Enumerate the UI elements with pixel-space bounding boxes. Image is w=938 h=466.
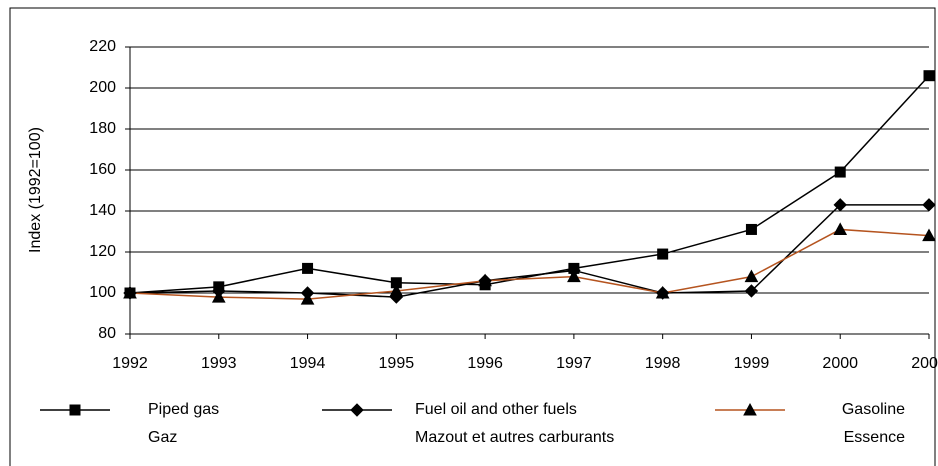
series-line	[129, 75, 930, 294]
marker	[922, 228, 936, 242]
frame	[9, 7, 936, 466]
y-tick-label: 100	[89, 284, 116, 301]
marker	[655, 285, 670, 299]
marker	[567, 269, 581, 283]
marker	[833, 198, 847, 212]
y-tick-label: 180	[89, 120, 116, 137]
legend-label-fr: Mazout et autres carburants	[415, 429, 614, 446]
x-tick-label: 1993	[201, 355, 237, 372]
x-tick-label: 1992	[112, 355, 148, 372]
legend-label: Piped gas	[148, 401, 219, 418]
legend-label-fr: Essence	[844, 429, 905, 446]
x-tick-label: 1995	[379, 355, 415, 372]
y-tick-label: 120	[89, 243, 116, 260]
y-tick-label: 160	[89, 161, 116, 178]
marker	[744, 284, 759, 298]
x-tick-label: 2001	[911, 355, 938, 372]
marker	[69, 404, 81, 416]
marker	[745, 223, 757, 235]
y-axis-label: Index (1992=100)	[27, 127, 44, 253]
marker	[302, 262, 314, 274]
marker	[833, 222, 848, 235]
x-tick-label: 1999	[734, 355, 770, 372]
marker	[300, 292, 315, 305]
x-tick-label: 1994	[290, 355, 326, 372]
x-tick-label: 1996	[467, 355, 503, 372]
series-line	[129, 228, 930, 300]
x-tick-label: 2000	[822, 355, 858, 372]
marker	[350, 403, 364, 417]
legend-label-fr: Gaz	[148, 429, 177, 446]
marker	[657, 248, 669, 260]
legend-label: Fuel oil and other fuels	[415, 401, 577, 418]
y-tick-label: 200	[89, 79, 116, 96]
x-tick-label: 1998	[645, 355, 681, 372]
y-tick-label: 220	[89, 38, 116, 55]
series-line	[129, 204, 929, 298]
marker	[743, 402, 757, 416]
x-tick-label: 1997	[556, 355, 592, 372]
legend-label: Gasoline	[842, 401, 905, 418]
y-tick-label: 140	[89, 202, 116, 219]
marker	[744, 269, 759, 283]
marker	[123, 285, 137, 299]
marker	[923, 70, 935, 82]
marker	[389, 283, 404, 297]
marker	[211, 290, 226, 303]
marker	[478, 273, 492, 287]
marker	[922, 198, 936, 212]
marker	[834, 166, 846, 178]
y-tick-label: 80	[98, 325, 116, 342]
